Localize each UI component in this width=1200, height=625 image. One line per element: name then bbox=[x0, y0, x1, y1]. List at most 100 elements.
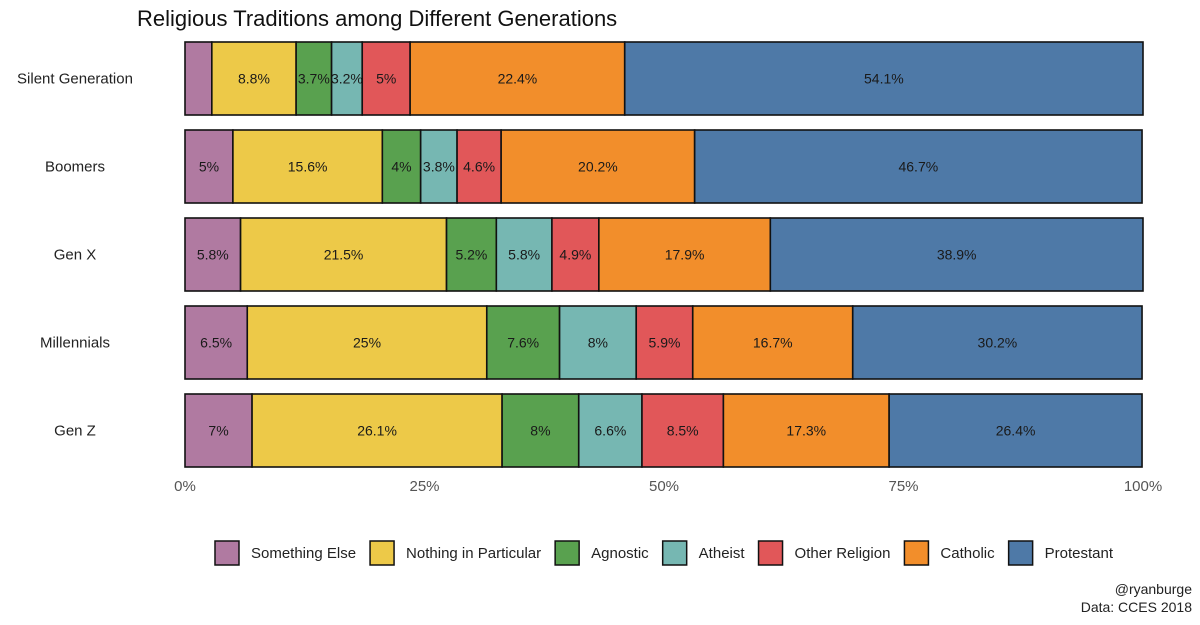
data-label-boomers-agnostic: 4% bbox=[391, 159, 411, 175]
y-label-gen-x: Gen X bbox=[54, 247, 97, 264]
legend-label-atheist: Atheist bbox=[699, 545, 746, 562]
caption-source: Data: CCES 2018 bbox=[1081, 599, 1192, 615]
data-label-boomers-nothing-in-particular: 15.6% bbox=[288, 159, 328, 175]
bar-boomers-atheist bbox=[419, 129, 458, 204]
legend-swatch-protestant bbox=[1007, 540, 1034, 566]
legend-label-catholic: Catholic bbox=[940, 545, 995, 562]
data-label-millennials-agnostic: 7.6% bbox=[507, 335, 539, 351]
caption-author: @ryanburge bbox=[1115, 581, 1192, 597]
bar-millennials-other-religion bbox=[635, 305, 694, 380]
bar-boomers-something-else bbox=[184, 129, 234, 204]
y-label-silent-generation: Silent Generation bbox=[17, 71, 133, 88]
bar-silent-generation-something-else bbox=[184, 41, 213, 116]
legend-item-protestant: Protestant bbox=[1007, 540, 1114, 566]
legend-label-nothing-in-particular: Nothing in Particular bbox=[406, 545, 541, 562]
data-label-gen-z-protestant: 26.4% bbox=[996, 423, 1036, 439]
legend-item-agnostic: Agnostic bbox=[554, 540, 649, 566]
data-label-boomers-other-religion: 4.6% bbox=[463, 159, 495, 175]
data-label-gen-x-protestant: 38.9% bbox=[937, 247, 977, 263]
data-label-gen-x-agnostic: 5.2% bbox=[455, 247, 487, 263]
legend-label-other-religion: Other Religion bbox=[795, 545, 891, 562]
legend-swatch-something-else bbox=[214, 540, 240, 566]
data-label-gen-z-other-religion: 8.5% bbox=[667, 423, 699, 439]
data-label-silent-generation-agnostic: 3.7% bbox=[298, 71, 330, 87]
data-label-millennials-other-religion: 5.9% bbox=[649, 335, 681, 351]
bar-gen-z-protestant bbox=[888, 393, 1143, 468]
data-label-silent-generation-other-religion: 5% bbox=[376, 71, 396, 87]
y-label-boomers: Boomers bbox=[45, 159, 105, 176]
data-label-millennials-something-else: 6.5% bbox=[200, 335, 232, 351]
x-tick-label: 25% bbox=[409, 478, 439, 495]
legend-swatch-catholic bbox=[903, 540, 930, 566]
chart-title: Religious Traditions among Different Gen… bbox=[137, 6, 617, 31]
data-label-gen-z-atheist: 6.6% bbox=[594, 423, 626, 439]
legend-item-other-religion: Other Religion bbox=[757, 540, 891, 566]
bar-gen-x-protestant bbox=[769, 217, 1144, 292]
bar-gen-x-something-else bbox=[184, 217, 242, 292]
x-tick-label: 50% bbox=[649, 478, 679, 495]
data-label-gen-z-something-else: 7% bbox=[208, 423, 228, 439]
bar-gen-x-other-religion bbox=[551, 217, 600, 292]
legend: Something Else Nothing in Particular Agnos… bbox=[214, 540, 1114, 566]
x-tick-label: 75% bbox=[888, 478, 918, 495]
bar-millennials-something-else bbox=[184, 305, 249, 380]
data-label-millennials-atheist: 8% bbox=[588, 335, 608, 351]
bar-boomers-agnostic bbox=[381, 129, 422, 204]
data-label-boomers-protestant: 46.7% bbox=[898, 159, 938, 175]
legend-label-protestant: Protestant bbox=[1045, 545, 1114, 562]
data-label-millennials-protestant: 30.2% bbox=[978, 335, 1018, 351]
data-label-gen-x-atheist: 5.8% bbox=[508, 247, 540, 263]
bar-gen-z-nothing-in-particular bbox=[251, 393, 503, 468]
bar-boomers-nothing-in-particular bbox=[232, 129, 384, 204]
data-label-gen-z-catholic: 17.3% bbox=[786, 423, 826, 439]
bar-boomers-catholic bbox=[500, 129, 696, 204]
bar-gen-x-agnostic bbox=[445, 217, 498, 292]
data-label-boomers-atheist: 3.8% bbox=[423, 159, 455, 175]
bar-silent-generation-agnostic bbox=[295, 41, 333, 116]
bar-silent-generation-protestant bbox=[623, 41, 1144, 116]
legend-swatch-nothing-in-particular bbox=[369, 540, 395, 566]
data-label-gen-x-nothing-in-particular: 21.5% bbox=[324, 247, 364, 263]
bar-millennials-protestant bbox=[851, 305, 1143, 380]
legend-item-catholic: Catholic bbox=[903, 540, 995, 566]
legend-item-atheist: Atheist bbox=[661, 540, 746, 566]
bar-millennials-nothing-in-particular bbox=[246, 305, 488, 380]
data-label-gen-x-catholic: 17.9% bbox=[665, 247, 705, 263]
legend-label-agnostic: Agnostic bbox=[591, 545, 649, 562]
x-tick-label: 100% bbox=[1124, 478, 1162, 495]
data-label-gen-x-something-else: 5.8% bbox=[197, 247, 229, 263]
data-label-gen-z-agnostic: 8% bbox=[530, 423, 550, 439]
data-label-silent-generation-atheist: 3.2% bbox=[331, 71, 363, 87]
legend-swatch-agnostic bbox=[554, 540, 580, 566]
legend-item-something-else: Something Else bbox=[214, 540, 356, 566]
bar-gen-x-atheist bbox=[495, 217, 553, 292]
x-axis-ticks: 0% 25% 50% 75% 100% bbox=[174, 478, 1162, 495]
legend-item-nothing-in-particular: Nothing in Particular bbox=[369, 540, 541, 566]
data-label-gen-z-nothing-in-particular: 26.1% bbox=[357, 423, 397, 439]
data-label-silent-generation-protestant: 54.1% bbox=[864, 71, 904, 87]
bars-group: 8.8% 3.7% 3.2% 5% 22.4% 54.1% 5% 15.6% 4% 3.8% 4.6… bbox=[184, 41, 1144, 468]
legend-label-something-else: Something Else bbox=[251, 545, 356, 562]
x-tick-label: 0% bbox=[174, 478, 196, 495]
bar-silent-generation-atheist bbox=[330, 41, 364, 116]
legend-swatch-other-religion bbox=[757, 540, 784, 566]
data-label-silent-generation-catholic: 22.4% bbox=[498, 71, 538, 87]
data-label-gen-x-other-religion: 4.9% bbox=[559, 247, 591, 263]
bar-silent-generation-catholic bbox=[409, 41, 626, 116]
bar-millennials-agnostic bbox=[485, 305, 561, 380]
data-label-millennials-catholic: 16.7% bbox=[753, 335, 793, 351]
data-label-boomers-something-else: 5% bbox=[199, 159, 219, 175]
bar-gen-x-catholic bbox=[598, 217, 772, 292]
y-label-millennials: Millennials bbox=[40, 335, 110, 352]
bar-silent-generation-nothing-in-particular bbox=[211, 41, 297, 116]
data-label-millennials-nothing-in-particular: 25% bbox=[353, 335, 381, 351]
bar-gen-z-something-else bbox=[184, 393, 253, 468]
y-label-gen-z: Gen Z bbox=[54, 423, 96, 440]
data-label-silent-generation-nothing-in-particular: 8.8% bbox=[238, 71, 270, 87]
bar-gen-z-atheist bbox=[577, 393, 643, 468]
bar-boomers-protestant bbox=[693, 129, 1143, 204]
legend-swatch-atheist bbox=[661, 540, 688, 566]
y-axis-labels: Silent Generation Boomers Gen X Millennials… bbox=[17, 71, 133, 440]
data-label-boomers-catholic: 20.2% bbox=[578, 159, 618, 175]
